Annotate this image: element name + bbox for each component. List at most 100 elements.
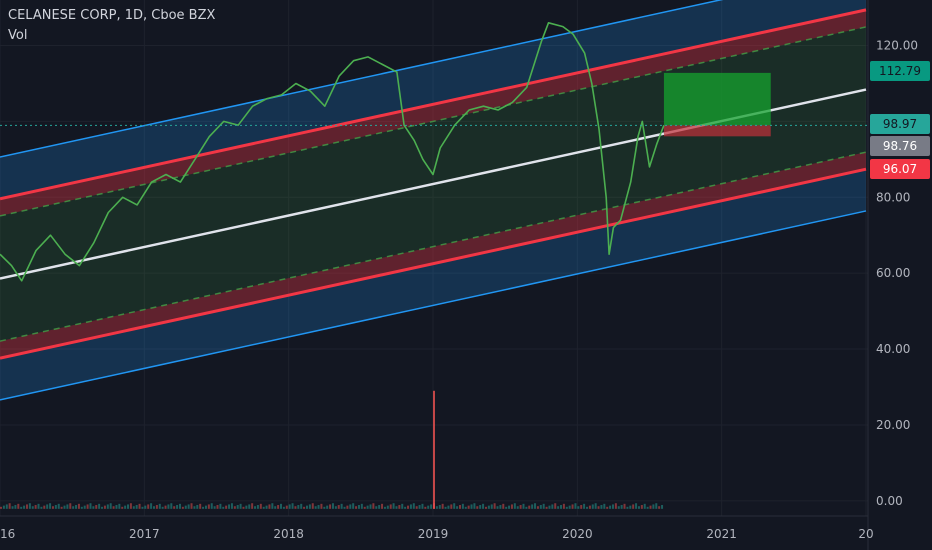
volume-bar — [14, 505, 17, 509]
volume-bar — [635, 503, 638, 509]
volume-bar — [363, 506, 366, 509]
volume-bar — [577, 506, 580, 509]
volume-bar — [502, 503, 505, 509]
volume-bar — [574, 503, 577, 509]
volume-bar — [542, 503, 545, 509]
volume-bar — [369, 504, 372, 509]
volume-bar — [554, 503, 557, 509]
y-tick-label: 120.00 — [876, 39, 918, 53]
price-line — [0, 22, 665, 282]
volume-bar — [611, 504, 614, 509]
volume-bar — [300, 503, 303, 509]
volume-bar — [248, 504, 251, 509]
volume-bar — [193, 506, 196, 509]
volume-bar — [415, 506, 418, 509]
volume-bar — [95, 505, 98, 509]
volume-bar — [262, 506, 265, 509]
volume-bar — [343, 506, 346, 509]
channel-line-outer-upper — [0, 0, 724, 158]
volume-bar — [2, 505, 5, 509]
volume-bar — [438, 505, 441, 509]
y-tick-label: 60.00 — [876, 266, 910, 280]
volume-bar — [178, 503, 181, 509]
price-badge-label: 96.07 — [883, 162, 917, 176]
volume-bar — [614, 503, 617, 509]
volume-bar — [626, 506, 629, 509]
band-fill-outer-upper — [0, 0, 867, 199]
price-badge-96-07 — [870, 159, 930, 179]
volume-bar — [355, 506, 358, 509]
symbol-title[interactable]: CELANESE CORP, 1D, Cboe BZX — [8, 8, 216, 23]
volume-bar — [51, 506, 54, 509]
volume-bar — [109, 503, 112, 509]
volume-histogram — [0, 390, 664, 509]
volume-bar — [409, 504, 412, 509]
chart-legend: CELANESE CORP, 1D, Cboe BZX Vol — [8, 6, 215, 46]
volume-bar — [505, 506, 508, 509]
volume-bar — [23, 505, 26, 509]
volume-bar — [334, 506, 337, 509]
volume-bar — [349, 504, 352, 509]
volume-bar — [346, 505, 349, 509]
volume-bar — [265, 505, 268, 509]
volume-bar — [43, 505, 46, 509]
volume-bar — [404, 506, 407, 509]
volume-bar — [562, 503, 565, 509]
volume-bar — [407, 505, 410, 509]
volume-bar — [204, 505, 207, 509]
x-tick-label: 2018 — [273, 527, 304, 541]
volume-bar — [199, 503, 202, 509]
volume-bar — [496, 506, 499, 509]
channel-line-inner-lower — [0, 167, 867, 360]
volume-bar — [106, 504, 109, 509]
volume-bar — [594, 503, 597, 509]
volume-bar — [118, 503, 121, 509]
volume-bar — [340, 503, 343, 509]
volume-bar — [236, 505, 239, 509]
volume-bar — [164, 505, 167, 509]
volume-bar — [161, 506, 164, 509]
volume-bar — [632, 504, 635, 509]
volume-bar — [112, 506, 115, 509]
volume-bar — [329, 504, 332, 509]
volume-bar — [331, 503, 334, 509]
volume-bar — [591, 504, 594, 509]
volume-bar — [458, 505, 461, 509]
y-tick-label: 40.00 — [876, 342, 910, 356]
volume-bar — [418, 505, 421, 509]
volume-bar — [5, 504, 8, 509]
volume-bar — [643, 503, 646, 509]
volume-bar — [603, 503, 606, 509]
volume-bar — [649, 505, 652, 509]
long-position-tool[interactable] — [663, 72, 771, 137]
volume-bar — [320, 503, 323, 509]
volume-bar — [323, 506, 326, 509]
volume-bar — [484, 506, 487, 509]
volume-bar — [233, 506, 236, 509]
volume-bar — [508, 505, 511, 509]
volume-bar — [173, 506, 176, 509]
volume-bar — [225, 505, 228, 509]
volume-bar — [31, 506, 34, 509]
band-fill-red-lower — [0, 152, 867, 359]
volume-bar — [135, 505, 138, 509]
volume-bar — [548, 505, 551, 509]
volume-bar — [314, 506, 317, 509]
volume-bar — [652, 504, 655, 509]
volume-indicator-label[interactable]: Vol — [8, 28, 28, 43]
volume-bar — [392, 503, 395, 509]
volume-bar — [389, 504, 392, 509]
volume-bar — [167, 504, 170, 509]
volume-bar — [190, 503, 193, 509]
volume-bar — [121, 506, 124, 509]
volume-bar — [424, 506, 427, 509]
volume-bar — [482, 503, 485, 509]
volume-bar — [184, 505, 187, 509]
volume-bar — [207, 504, 210, 509]
volume-bar — [242, 506, 245, 509]
volume-bar — [557, 506, 560, 509]
volume-bar — [629, 505, 632, 509]
volume-bar — [655, 503, 658, 509]
